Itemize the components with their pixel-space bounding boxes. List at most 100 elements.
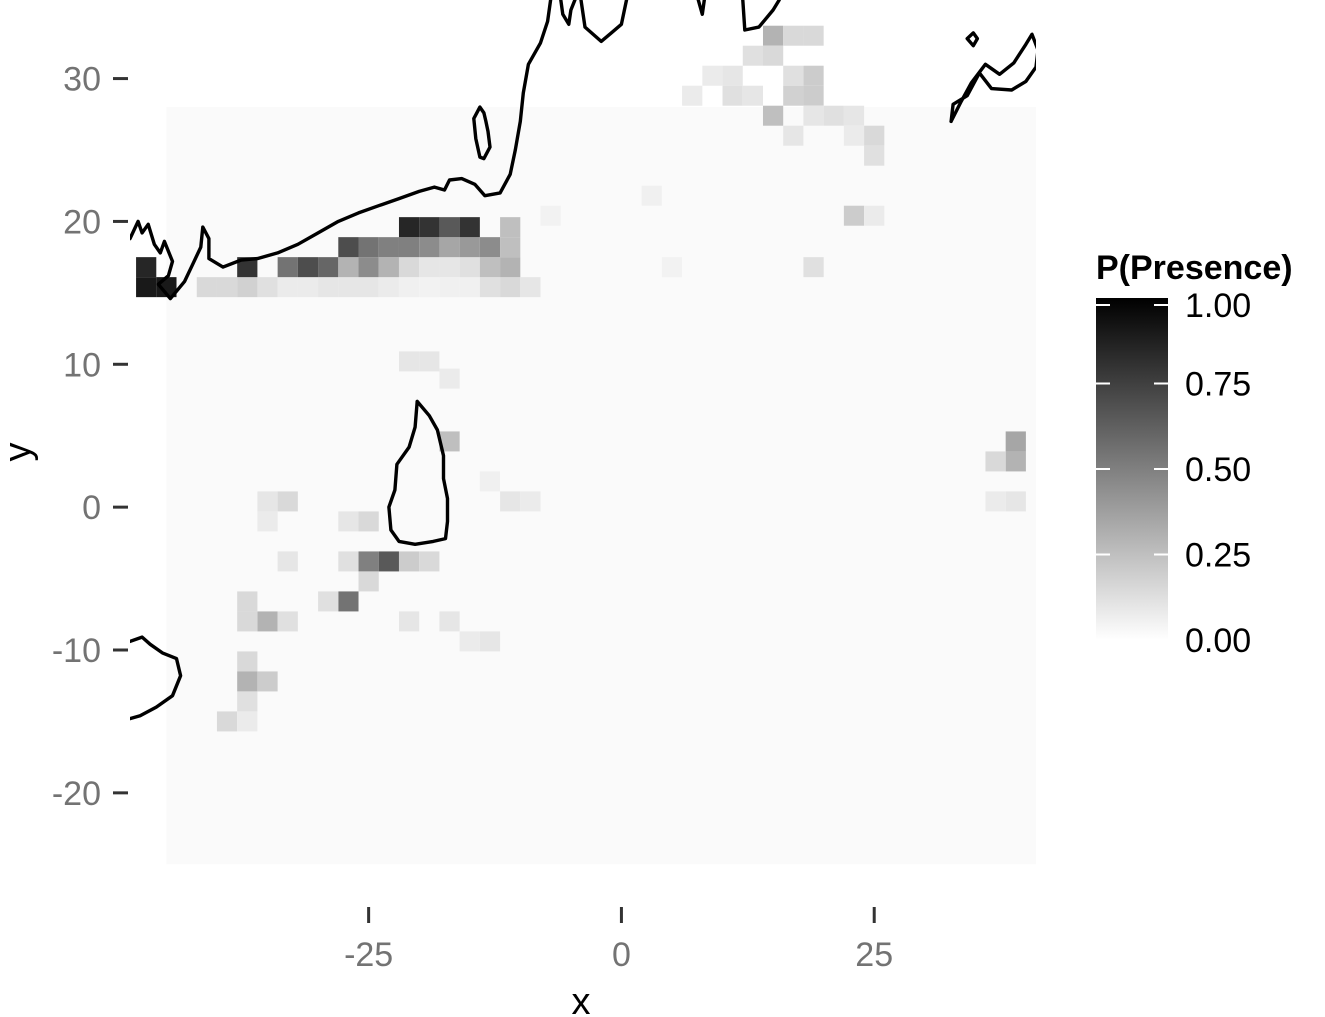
heatmap-cell — [864, 125, 885, 146]
heatmap-cell — [742, 85, 763, 106]
heatmap-cell — [803, 25, 824, 46]
y-tick-label: 30 — [63, 61, 101, 99]
heatmap-cell — [318, 257, 339, 278]
heatmap-cell — [479, 631, 501, 652]
heatmap-cell — [843, 125, 865, 146]
heatmap-cell — [1005, 491, 1026, 512]
heatmap-cell — [1005, 451, 1026, 472]
plot-panel — [130, 0, 1036, 865]
heatmap-cell — [358, 551, 379, 572]
heatmap-cell — [398, 611, 420, 632]
heatmap-cell — [196, 277, 217, 298]
heatmap-cell — [297, 257, 319, 278]
heatmap-cell — [803, 85, 824, 106]
heatmap-cell — [378, 277, 399, 298]
heatmap-cell — [358, 511, 379, 532]
heatmap-cell — [338, 257, 359, 278]
heatmap-cell — [277, 611, 298, 632]
heatmap-cell — [722, 85, 743, 106]
heatmap-cell — [783, 65, 804, 86]
heatmap-cell — [277, 277, 298, 298]
heatmap-cell — [439, 257, 460, 278]
heatmap-cell — [479, 471, 501, 492]
heatmap-cell — [419, 551, 440, 572]
heatmap-cell — [479, 237, 501, 258]
heatmap-cell — [237, 651, 258, 672]
heatmap-cell — [500, 491, 521, 512]
heatmap-cell — [520, 277, 541, 298]
coastline — [387, 399, 450, 546]
heatmap-cell — [237, 711, 258, 732]
heatmap-cell — [439, 277, 460, 298]
heatmap-cell — [419, 351, 440, 372]
heatmap-cell — [277, 257, 298, 278]
heatmap-cell — [419, 277, 440, 298]
heatmap-cell — [378, 551, 399, 572]
legend-ticks: 1.00 0.75 0.50 0.25 0.00 — [1096, 287, 1251, 660]
heatmap-cell — [783, 25, 804, 46]
heatmap-cell — [702, 65, 723, 86]
heatmap-cell — [358, 571, 379, 592]
coastline — [965, 31, 980, 48]
heatmap-cell — [398, 551, 420, 572]
heatmap-cell — [358, 237, 379, 258]
x-tick-label: -25 — [344, 936, 393, 974]
heatmap-cell — [783, 85, 804, 106]
heatmap-cell — [419, 217, 440, 238]
heatmap-cells — [136, 25, 1036, 865]
heatmap-cell — [257, 277, 278, 298]
heatmap-cell — [277, 551, 298, 572]
heatmap-cell — [318, 591, 339, 612]
heatmap-cell — [419, 237, 440, 258]
heatmap-cell — [762, 25, 784, 46]
heatmap-cell — [843, 105, 865, 126]
coastlines — [130, 0, 1036, 721]
heatmap-cell — [500, 277, 521, 298]
coastline — [130, 0, 553, 301]
heatmap-cell — [237, 591, 258, 612]
heatmap-cell — [783, 125, 804, 146]
heatmap-cell — [257, 611, 278, 632]
coastline — [559, 0, 577, 26]
heatmap-cell — [378, 257, 399, 278]
heatmap-cell — [459, 217, 480, 238]
y-tick-label: 20 — [63, 203, 101, 241]
heatmap-cell — [398, 277, 420, 298]
coastline — [741, 0, 781, 32]
heatmap-cell — [864, 205, 885, 226]
heatmap-cell — [338, 237, 359, 258]
coastline — [696, 0, 706, 16]
heatmap-cell — [661, 257, 683, 278]
legend-tick-label: 0.75 — [1185, 366, 1251, 404]
heatmap-cell — [459, 631, 480, 652]
heatmap-cell — [398, 217, 420, 238]
heatmap-cell — [439, 431, 460, 452]
y-axis: 30 20 10 0 -10 -20 — [52, 61, 128, 813]
x-axis: -25 0 25 — [344, 907, 893, 974]
heatmap-cell — [398, 257, 420, 278]
heatmap-cell — [500, 257, 521, 278]
heatmap-cell — [439, 611, 460, 632]
heatmap-cell — [237, 671, 258, 692]
heatmap-cell — [459, 237, 480, 258]
heatmap-cell — [358, 277, 379, 298]
heatmap-cell — [985, 491, 1006, 512]
heatmap-cell — [803, 257, 824, 278]
heatmap-cell — [338, 511, 359, 532]
heatmap-cell — [237, 257, 258, 278]
legend: P(Presence) 1.00 0.75 0.50 0.25 0.00 — [1096, 249, 1293, 660]
legend-title: P(Presence) — [1096, 249, 1293, 287]
heatmap-cell — [459, 257, 480, 278]
coastline — [472, 105, 492, 161]
heatmap-cell — [338, 591, 359, 612]
heatmap-cell — [136, 257, 157, 278]
heatmap-cell — [500, 217, 521, 238]
legend-tick-label: 0.00 — [1185, 622, 1251, 660]
heatmap-cell — [520, 491, 541, 512]
heatmap-cell — [479, 277, 501, 298]
heatmap-cell — [864, 145, 885, 166]
heatmap-cell — [277, 491, 298, 512]
coastline — [130, 635, 183, 721]
heatmap-cell — [439, 217, 460, 238]
